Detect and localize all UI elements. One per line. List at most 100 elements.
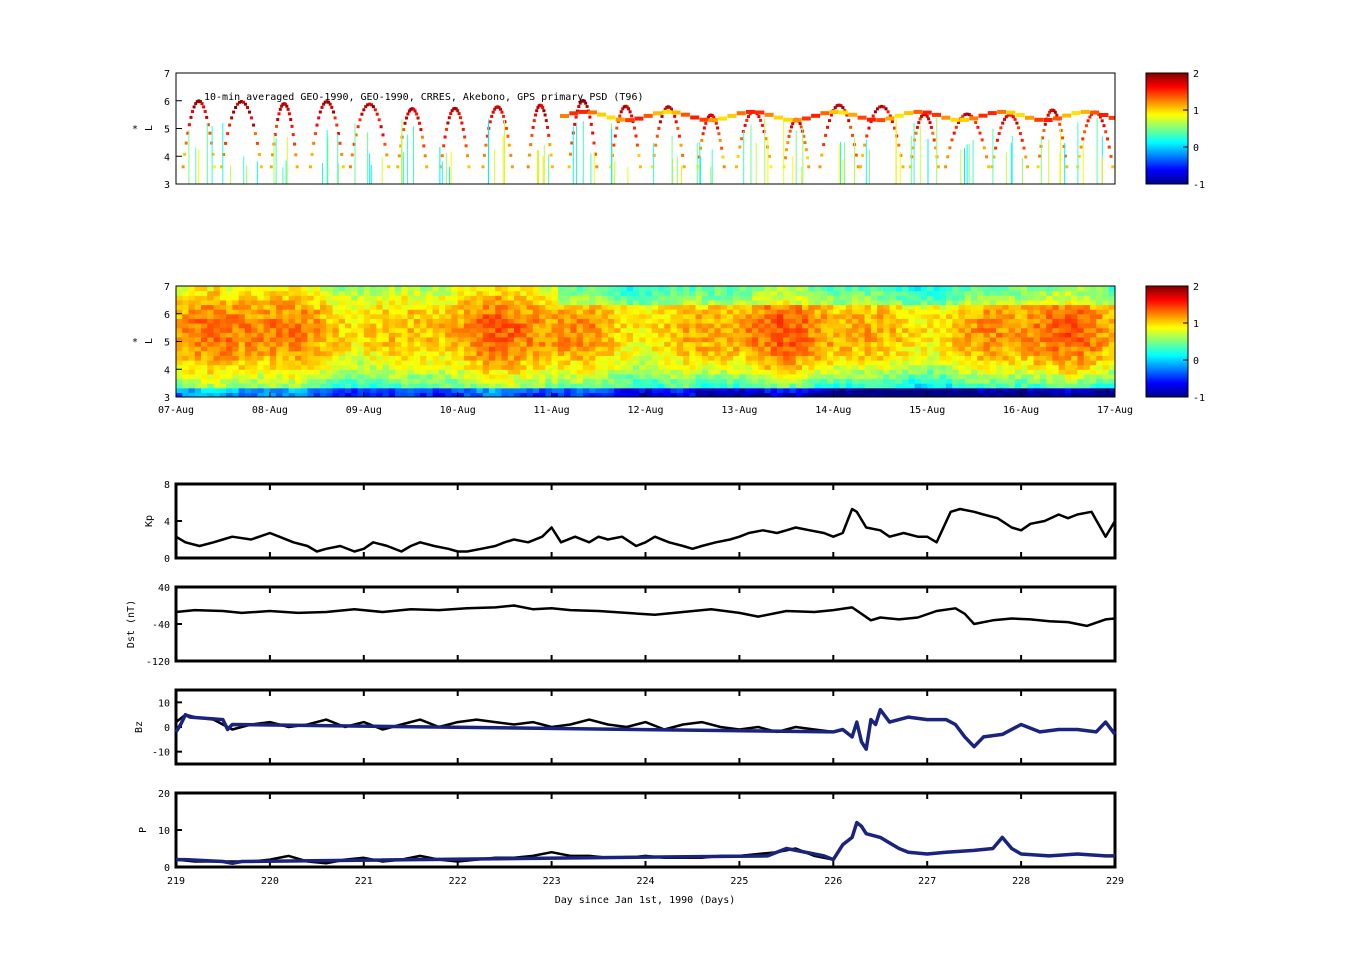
psd-cell <box>927 346 935 352</box>
psd-cell <box>182 286 190 292</box>
psd-cell <box>1064 290 1072 296</box>
psd-cell <box>1064 387 1072 393</box>
psd-geo-track <box>829 109 839 114</box>
psd-cell <box>733 383 740 389</box>
psd-cell <box>244 309 252 315</box>
psd-obs-point <box>527 153 531 157</box>
psd-cell <box>708 318 715 324</box>
psd-cell <box>914 327 922 333</box>
psd-cell <box>683 318 690 324</box>
psd-cell <box>783 355 791 361</box>
psd-cell <box>1014 350 1022 356</box>
psd-cell <box>388 332 396 338</box>
psd-cell <box>933 360 941 366</box>
psd-cell <box>438 290 446 296</box>
psd-cell <box>683 332 690 338</box>
psd-cell <box>388 346 396 352</box>
psd-cell <box>1096 392 1104 397</box>
psd-cell <box>870 383 878 389</box>
psd-cell <box>1033 327 1041 333</box>
psd-cell <box>927 290 935 296</box>
psd-geo-track <box>922 110 932 115</box>
psd-cell <box>576 369 584 375</box>
psd-cell <box>238 387 246 393</box>
psd-cell <box>645 350 653 356</box>
psd-cell <box>576 309 584 315</box>
psd-cell <box>726 387 734 393</box>
psd-cell <box>201 295 208 301</box>
psd-cell <box>576 286 584 292</box>
psd-cell <box>345 299 352 306</box>
psd-cell <box>914 350 922 356</box>
psd-cell <box>257 299 265 306</box>
psd-cell <box>1102 313 1110 319</box>
psd-cell <box>420 313 427 319</box>
psd-cell <box>288 313 296 319</box>
psd-cell <box>282 346 290 352</box>
psd-cell <box>827 378 834 384</box>
psd-cell <box>551 383 559 389</box>
psd-geo-track <box>932 112 941 117</box>
psd-cell <box>489 327 496 333</box>
psd-cell <box>507 369 515 375</box>
psd-cell <box>1071 295 1079 301</box>
psd-cell <box>945 299 953 306</box>
psd-cell <box>1077 341 1085 347</box>
psd-cell <box>426 364 434 370</box>
psd-cell <box>877 392 884 397</box>
psd-cell <box>764 304 772 310</box>
psd-obs-point <box>1088 115 1092 119</box>
psd-obs-point <box>507 143 511 147</box>
psd-cell <box>345 318 352 324</box>
psd-cell <box>802 336 809 343</box>
psd-cell <box>626 350 634 356</box>
psd-cell <box>370 355 377 361</box>
psd-cell <box>1027 364 1035 370</box>
psd-cell <box>413 290 421 296</box>
psd-cell <box>495 313 503 319</box>
psd-cell <box>438 304 446 310</box>
psd-cell <box>996 341 1003 347</box>
psd-cell <box>795 286 803 292</box>
psd-cell <box>620 286 628 292</box>
psd-cell <box>345 350 352 356</box>
psd-cell <box>902 364 910 370</box>
psd-cell <box>958 304 966 310</box>
psd-cell <box>326 392 334 397</box>
psd-cell <box>1033 387 1041 393</box>
psd-cell <box>257 346 265 352</box>
psd-cell <box>607 341 615 347</box>
psd-cell <box>520 350 528 356</box>
psd-cell <box>626 364 634 370</box>
psd-cell <box>645 387 653 393</box>
psd-cell <box>614 327 622 333</box>
psd-cell <box>945 286 953 292</box>
psd-obs-point <box>987 165 991 169</box>
psd-cell <box>232 364 240 370</box>
psd-cell <box>952 364 960 370</box>
psd-cell <box>1096 346 1104 352</box>
psd-cell <box>319 323 327 329</box>
psd-cell <box>739 323 747 329</box>
psd-cell <box>714 355 722 361</box>
psd-cell <box>564 290 571 296</box>
psd-obs-point <box>330 105 334 109</box>
psd-cell <box>201 373 208 380</box>
psd-cell <box>883 364 891 370</box>
psd-cell <box>388 336 396 343</box>
psd-cell <box>939 392 947 397</box>
psd-cell <box>432 364 440 370</box>
psd-cell <box>338 360 346 366</box>
psd-obs-point <box>423 154 427 158</box>
psd-cell <box>639 364 647 370</box>
psd-cell <box>852 295 859 301</box>
psd-cell <box>789 304 797 310</box>
psd-cell <box>388 392 396 397</box>
psd-cell <box>958 341 966 347</box>
psd-cell <box>658 327 665 333</box>
psd-cell <box>338 392 346 397</box>
psd-cell <box>376 378 384 384</box>
psd-cell <box>476 299 484 306</box>
psd-cell <box>282 369 290 375</box>
